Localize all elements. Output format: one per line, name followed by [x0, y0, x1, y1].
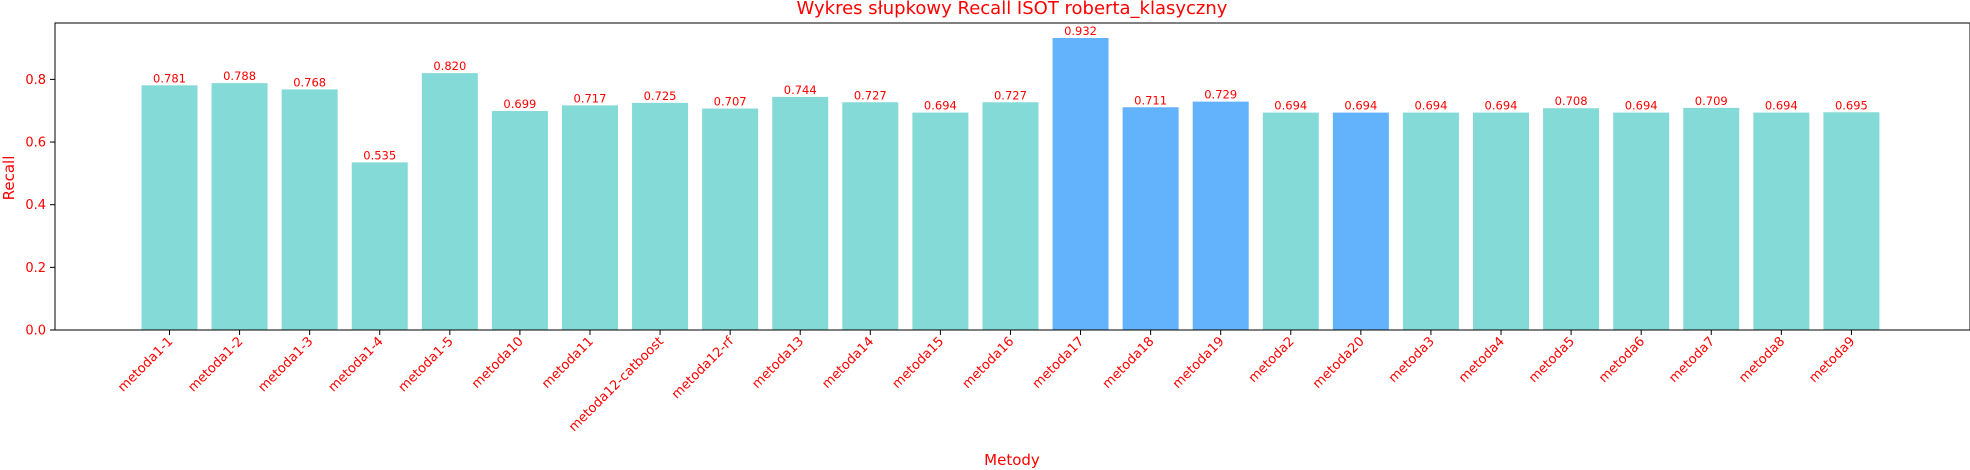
bar-value-label: 0.694	[1765, 99, 1798, 113]
bar-metoda5	[1543, 108, 1600, 331]
x-tick-label: metoda4	[1456, 334, 1508, 386]
bar-metoda2	[1262, 112, 1319, 330]
x-tick-label: metoda2	[1246, 334, 1298, 386]
bar-metoda8	[1753, 112, 1810, 330]
x-tick-label: metoda19	[1170, 334, 1228, 392]
x-tick-label: metoda17	[1030, 334, 1088, 392]
x-tick-label: metoda7	[1666, 334, 1718, 386]
bar-metoda1-3	[281, 89, 338, 330]
y-tick-label: 0.0	[25, 324, 46, 339]
x-tick-label: metoda14	[820, 334, 878, 392]
bar-metoda10	[491, 111, 548, 330]
bar-metoda9	[1823, 112, 1880, 330]
bar-value-label: 0.694	[1274, 99, 1307, 113]
bar-metoda16	[982, 102, 1039, 330]
x-tick-label: metoda1-3	[256, 334, 317, 395]
y-axis: 0.0 0.2 0.4 0.6 0.8	[25, 73, 55, 339]
bar-metoda1-4	[351, 162, 408, 330]
bar-value-label: 0.694	[1625, 99, 1658, 113]
bar-value-label: 0.727	[994, 88, 1027, 102]
bar-metoda12-catboost	[632, 102, 689, 330]
bar-metoda1-2	[211, 83, 268, 331]
bar-metoda18	[1122, 107, 1179, 331]
x-tick-label: metoda18	[1100, 334, 1158, 392]
bar-metoda13	[772, 96, 829, 331]
bar-value-label: 0.932	[1064, 24, 1097, 38]
bar-value-label: 0.708	[1555, 94, 1588, 108]
x-tick-label: metoda6	[1596, 334, 1648, 386]
bar-value-label: 0.717	[574, 91, 607, 105]
y-tick-label: 0.8	[25, 73, 46, 88]
x-tick-label: metoda16	[960, 334, 1018, 392]
y-tick-label: 0.4	[25, 198, 46, 213]
bar-value-label: 0.535	[363, 148, 396, 162]
bar-value-label: 0.695	[1835, 98, 1868, 112]
bar-metoda17	[1052, 38, 1109, 330]
bar-value-label: 0.694	[1485, 99, 1518, 113]
y-axis-label: Recall	[0, 156, 18, 201]
bar-metoda1-1	[141, 85, 198, 330]
x-tick-label: metoda12-rf	[669, 334, 737, 402]
bar-value-label: 0.744	[784, 83, 817, 97]
bar-metoda20	[1332, 112, 1389, 330]
x-tick-label: metoda1-2	[185, 334, 246, 395]
bar-value-label: 0.788	[223, 69, 256, 83]
bar-value-label: 0.727	[854, 88, 887, 102]
x-tick-label: metoda10	[469, 334, 527, 392]
bars-group	[141, 38, 1880, 331]
bar-value-label: 0.781	[153, 71, 186, 85]
x-tick-label: metoda3	[1386, 334, 1438, 386]
x-tick-label: metoda20	[1310, 334, 1368, 392]
bar-metoda1-5	[421, 73, 478, 331]
x-tick-label: metoda1-5	[396, 334, 457, 395]
x-tick-label: metoda9	[1806, 334, 1858, 386]
x-axis: metoda1-1 metoda1-2 metoda1-3 metoda1-4 meto…	[115, 330, 1858, 435]
x-tick-label: metoda5	[1526, 334, 1578, 386]
bar-metoda7	[1683, 107, 1740, 330]
bar-value-label: 0.729	[1204, 88, 1237, 102]
bar-value-label: 0.699	[503, 97, 536, 111]
bar-value-label: 0.694	[1344, 99, 1377, 113]
bar-metoda19	[1192, 101, 1249, 330]
chart-title: Wykres słupkowy Recall ISOT roberta_klas…	[797, 0, 1228, 19]
bar-metoda3	[1402, 112, 1459, 330]
bar-value-label: 0.694	[924, 99, 957, 113]
bar-value-label: 0.709	[1695, 94, 1728, 108]
x-tick-label: metoda1-1	[115, 334, 176, 395]
bar-value-label: 0.768	[293, 75, 326, 89]
x-tick-label: metoda11	[539, 334, 597, 392]
bar-metoda11	[561, 105, 618, 330]
bar-value-label: 0.711	[1134, 93, 1167, 107]
bar-metoda15	[912, 112, 969, 330]
bar-value-label: 0.707	[714, 95, 747, 109]
y-tick-label: 0.6	[25, 136, 46, 151]
plot-frame	[54, 22, 1970, 331]
x-tick-label: metoda15	[890, 334, 948, 392]
bar-labels-group: 0.781 0.788 0.768 0.535 0.820 0.699 0.717 0.725…	[153, 24, 1868, 162]
x-tick-label: metoda1-4	[326, 334, 387, 395]
x-axis-label: Metody	[984, 451, 1040, 469]
x-tick-label: metoda8	[1736, 334, 1788, 386]
bar-value-label: 0.725	[644, 89, 677, 103]
bar-metoda4	[1473, 112, 1530, 330]
bar-value-label: 0.820	[433, 59, 466, 73]
y-tick-label: 0.2	[25, 261, 46, 276]
bar-value-label: 0.694	[1414, 99, 1447, 113]
bar-metoda6	[1613, 112, 1670, 330]
x-tick-label: metoda13	[749, 334, 807, 392]
bar-metoda14	[842, 102, 899, 330]
bar-metoda12-rf	[702, 108, 759, 331]
